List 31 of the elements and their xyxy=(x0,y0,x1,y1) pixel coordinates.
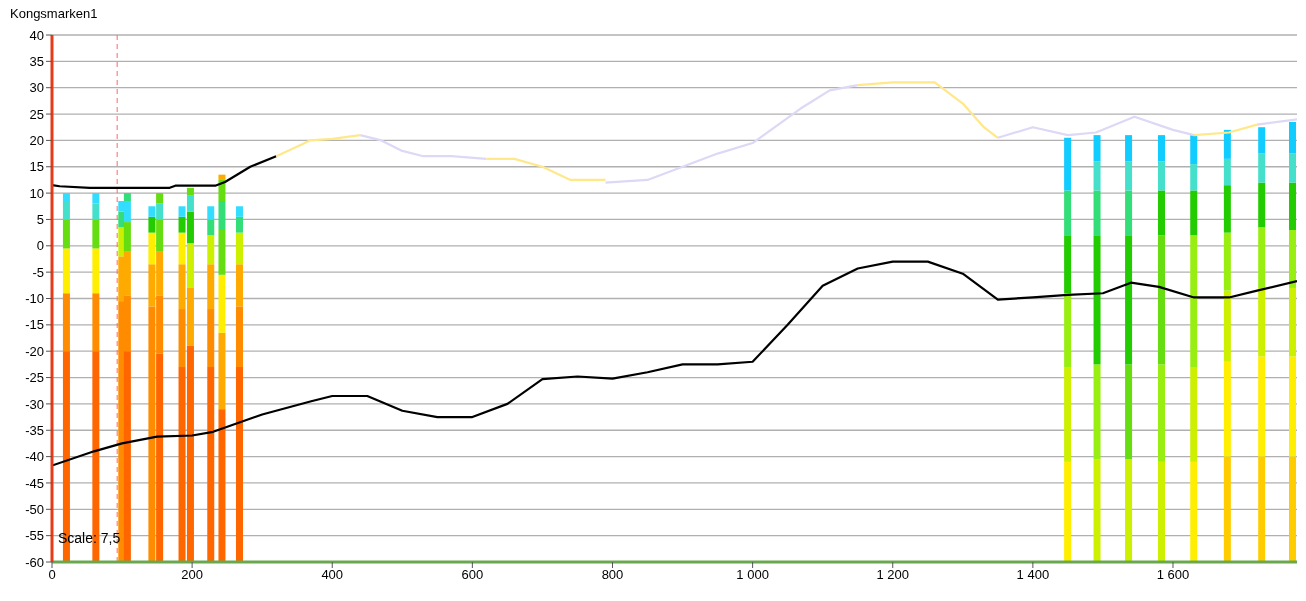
x-tick-label: 1 400 xyxy=(1016,567,1050,583)
y-tick-label: 40 xyxy=(29,27,44,43)
x-tick-label: 800 xyxy=(601,567,624,583)
x-tick-label: 0 xyxy=(48,567,56,583)
y-tick-label: -55 xyxy=(25,528,44,544)
x-tick-label: 400 xyxy=(321,567,344,583)
x-tick-label: 1 000 xyxy=(736,567,769,583)
x-tick-label: 600 xyxy=(461,567,484,583)
y-tick-label: 20 xyxy=(29,133,44,149)
y-tick-label: 35 xyxy=(29,53,44,69)
y-tick-label: 10 xyxy=(29,185,44,201)
y-tick-label: -15 xyxy=(25,317,44,333)
chart-title: Kongsmarken1 xyxy=(10,6,98,21)
x-tick-label: 1 600 xyxy=(1156,567,1190,583)
y-tick-label: -30 xyxy=(25,396,44,412)
y-tick-label: 0 xyxy=(36,238,44,254)
y-tick-label: -60 xyxy=(25,554,44,570)
x-tick-label: 200 xyxy=(181,567,203,583)
y-tick-label: -45 xyxy=(25,475,44,491)
x-tick-label: 1 200 xyxy=(876,567,910,583)
y-tick-label: 5 xyxy=(36,212,44,228)
y-tick-label: -5 xyxy=(32,264,44,280)
y-tick-label: -50 xyxy=(25,501,44,517)
y-tick-label: -40 xyxy=(25,449,44,465)
y-tick-label: 15 xyxy=(29,159,44,175)
y-tick-label: -20 xyxy=(25,343,44,359)
y-tick-label: -35 xyxy=(25,422,44,438)
y-tick-label: 30 xyxy=(29,80,44,96)
y-tick-label: -10 xyxy=(25,291,44,307)
y-tick-label: -25 xyxy=(25,370,44,386)
y-tick-label: 25 xyxy=(29,106,44,122)
